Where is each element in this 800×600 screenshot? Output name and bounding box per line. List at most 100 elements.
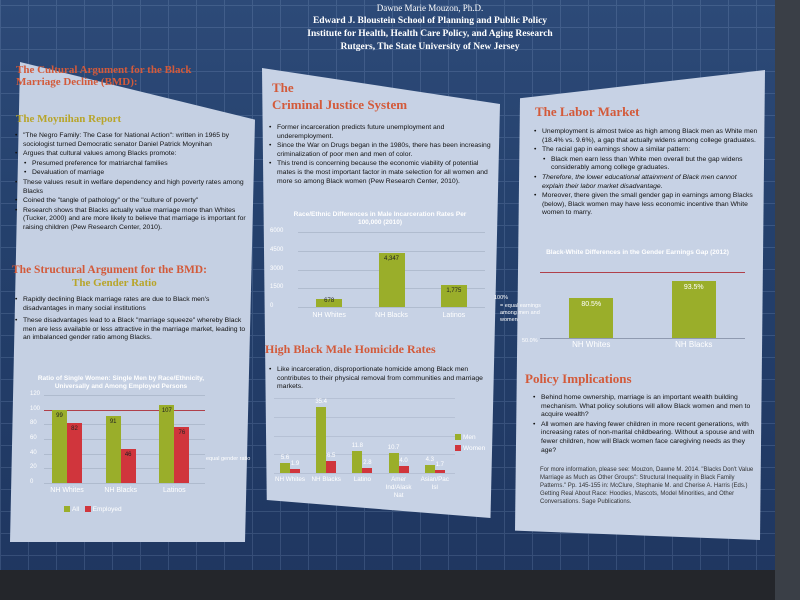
chart1-value-label: 46 bbox=[124, 452, 132, 459]
middle-heading: The bbox=[272, 80, 294, 95]
chart1-bar bbox=[159, 404, 175, 483]
chart1-category-label: NH Whites bbox=[50, 487, 84, 494]
chart1-ytick: 120 bbox=[30, 391, 41, 397]
chart2-value-label: 1,775 bbox=[446, 287, 462, 294]
left-bullets-2: Rapidly declining Black marriage rates a… bbox=[14, 296, 249, 344]
chart2-ytick: 1500 bbox=[270, 284, 284, 291]
right-bullets: Unemployment is almost twice as high amo… bbox=[533, 128, 758, 219]
chart4-baseline bbox=[540, 338, 745, 339]
chart3-gridline bbox=[274, 473, 455, 474]
right-bullets-2: Behind home ownership, marriage is an im… bbox=[532, 394, 760, 456]
bullet: This trend is concerning because the eco… bbox=[268, 160, 493, 186]
chart1-bar bbox=[174, 427, 190, 483]
chart4-value-label: 93.5% bbox=[683, 283, 704, 291]
chart2-plot: 6000 4500 3000 1500 0 678 NH Whites 4,347 NH Bla… bbox=[270, 228, 485, 327]
chart1-value-label: 76 bbox=[178, 430, 186, 437]
chart3-gridline bbox=[274, 454, 455, 456]
chart3-value-label: 1.9 bbox=[290, 461, 300, 468]
chart3-bar bbox=[398, 465, 409, 473]
chart3-value-label: 11.8 bbox=[351, 442, 363, 449]
chart2-ytick: 4500 bbox=[270, 246, 284, 253]
chart1-title: Ratio of Single Women: Single Men by Rac… bbox=[37, 375, 205, 390]
bullet: Moreover, there given the small gender g… bbox=[533, 192, 758, 218]
label-100: 100% bbox=[494, 295, 509, 301]
chart4-bar bbox=[569, 297, 614, 338]
chart3-bar bbox=[424, 464, 435, 473]
chart2-ytick: 0 bbox=[270, 303, 274, 309]
bullet: Coined the "tangle of pathology" or the … bbox=[14, 197, 254, 206]
chart3-bar bbox=[434, 469, 445, 473]
legend-swatch-women bbox=[455, 445, 461, 452]
chart3-category-label: Latino bbox=[353, 476, 371, 483]
legend-men: Men bbox=[463, 434, 476, 441]
left-subheading: The Moynihan Report bbox=[16, 113, 122, 125]
chart1-bar bbox=[52, 410, 67, 483]
chart1-gridline bbox=[44, 395, 205, 396]
chart3-bar bbox=[290, 469, 300, 473]
chart2-title: Race/Ethnic Differences in Male Incarcer… bbox=[293, 211, 467, 226]
institute-name: Institute for Health, Health Care Policy… bbox=[307, 29, 553, 39]
chart4-equal-line bbox=[540, 272, 745, 273]
chart1-ytick: 40 bbox=[30, 449, 37, 456]
chart3-bar bbox=[326, 460, 337, 473]
equal-ratio-label: equal gender ratio bbox=[206, 456, 251, 462]
left-heading: The Cultural Argument for the Black Marr… bbox=[16, 64, 192, 88]
chart1-bar bbox=[120, 449, 136, 483]
chart3-category-label: Asian/Pac Isl bbox=[420, 476, 449, 491]
chart4-bar bbox=[671, 280, 716, 338]
chart2-gridline bbox=[298, 232, 485, 233]
chart2-bar bbox=[440, 284, 467, 307]
bullet: Argues that cultural values among Blacks… bbox=[14, 150, 254, 159]
chart3-plot: 5.6 1.9 NH Whites 35.4 6.5 NH Blacks 11.8 2.8 La… bbox=[270, 398, 480, 499]
chart3-bar bbox=[362, 467, 373, 473]
right-heading-2: Policy Implications bbox=[525, 371, 632, 386]
label-equal-earnings: = equal earnings among men and women bbox=[500, 303, 541, 323]
chart2-gridline bbox=[298, 307, 485, 308]
bullet: Behind home ownership, marriage is an im… bbox=[532, 394, 760, 420]
author-name: Dawne Marie Mouzon, Ph.D. bbox=[376, 3, 484, 13]
chart3-legend: Men Women bbox=[455, 432, 485, 454]
chart3-value-label: 4.3 bbox=[425, 456, 434, 463]
chart1-gridline bbox=[44, 483, 205, 484]
chart1-bar bbox=[105, 416, 121, 483]
chart3-value-label: 6.5 bbox=[327, 452, 336, 459]
poster-bottom-edge bbox=[0, 570, 800, 600]
chart3-category-label: Amer Ind/Alask Nat bbox=[385, 476, 412, 499]
legend-swatch-all bbox=[64, 506, 70, 513]
left-subheading-2: The Gender Ratio bbox=[72, 277, 157, 289]
bullet: Therefore, the lower educational attainm… bbox=[533, 174, 758, 191]
chart4-plot: 80.5% NH Whites 93.5% NH Blacks bbox=[540, 272, 745, 354]
legend-swatch-employed bbox=[84, 506, 91, 513]
poster-header: Dawne Marie Mouzon, Ph.D. Edward J. Blou… bbox=[300, 2, 560, 54]
chart3-gridline bbox=[274, 416, 455, 418]
chart3-value-label: 1.7 bbox=[435, 461, 444, 468]
chart1-value-label: 99 bbox=[56, 413, 63, 420]
chart3-bar bbox=[352, 450, 363, 473]
chart2-value-label: 678 bbox=[324, 298, 335, 304]
chart1-ytick: 0 bbox=[30, 479, 34, 485]
chart1-bar bbox=[67, 422, 82, 483]
chart1-ytick: 60 bbox=[30, 435, 37, 441]
bullet: These values result in welfare dependenc… bbox=[14, 179, 254, 196]
bullet: All women are having fewer children in m… bbox=[532, 421, 760, 455]
sub-bullet: Black men earn less than White men overa… bbox=[533, 156, 758, 173]
sub-bullet: Presumed preference for matriarchal fami… bbox=[14, 160, 254, 169]
bullet: These disadvantages lead to a Black "mar… bbox=[14, 317, 249, 343]
chart2-category-label: NH Whites bbox=[312, 312, 346, 319]
middle-heading-2: Criminal Justice System bbox=[272, 97, 408, 112]
label-50: 50.0% bbox=[522, 338, 538, 344]
chart3-category-label: NH Whites bbox=[274, 476, 306, 483]
chart2-gridline bbox=[298, 250, 485, 252]
chart1-category-label: Latinos bbox=[163, 487, 186, 494]
chart1-value-label: 107 bbox=[161, 407, 172, 414]
chart3-value-label: 2.8 bbox=[363, 459, 372, 466]
middle-bullets: Former incarceration predicts future une… bbox=[268, 124, 493, 187]
chart1-gridline bbox=[44, 424, 205, 426]
chart1-plot: 120 100 80 60 40 20 0 99 82 NH Whites 91 46 NH Black… bbox=[30, 391, 205, 505]
chart1-legend: All Employed bbox=[64, 506, 122, 513]
chart3-gridline bbox=[274, 398, 455, 399]
school-name: Edward J. Bloustein School of Planning a… bbox=[312, 16, 548, 26]
bullet: "The Negro Family: The Case for National… bbox=[14, 132, 254, 149]
chart1-gridline bbox=[44, 439, 205, 440]
chart3-category-label: NH Blacks bbox=[311, 476, 341, 483]
